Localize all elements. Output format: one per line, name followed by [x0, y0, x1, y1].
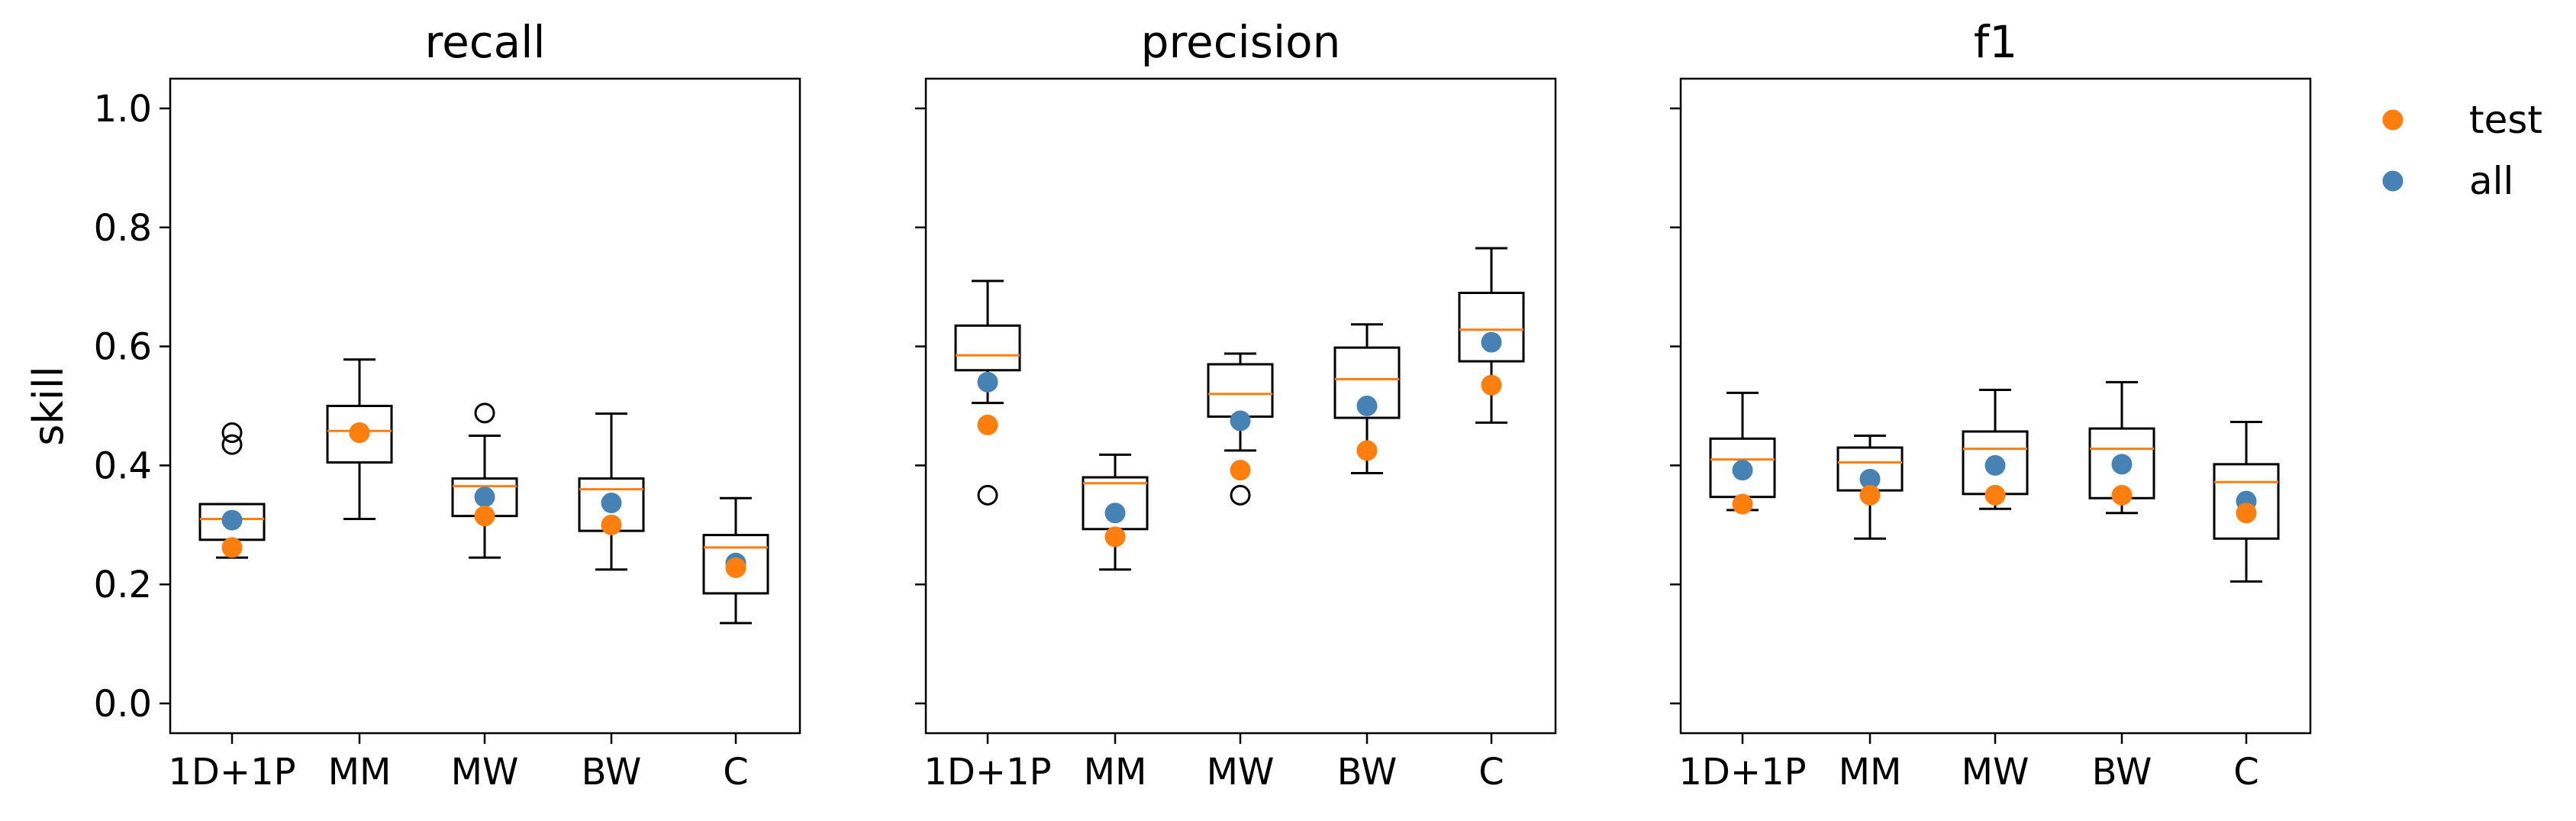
x-tick-label: 1D+1P [1678, 751, 1806, 794]
y-tick-label: 0.0 [94, 683, 152, 726]
series-all-point [1732, 460, 1753, 481]
series-test-point [1984, 484, 2006, 506]
y-axis-label: skill [24, 366, 73, 445]
panel-title: precision [1141, 16, 1341, 68]
outlier-point [221, 422, 243, 444]
panel-title: f1 [1974, 16, 2017, 68]
legend-label-all: all [2469, 159, 2513, 203]
axes-frame [1679, 77, 2312, 735]
outlier-point [977, 484, 998, 506]
box-iqr [1207, 363, 1274, 419]
legend-label-test: test [2469, 98, 2542, 142]
x-tick-label: MM [1084, 751, 1147, 794]
x-tick-label: BW [1337, 751, 1398, 794]
y-tick-label: 1.0 [94, 88, 152, 131]
x-tick-label: MM [328, 751, 392, 794]
series-all-point [601, 492, 622, 513]
x-tick-label: BW [2092, 751, 2152, 794]
series-all-point [1481, 331, 1502, 353]
box-iqr [1333, 346, 1401, 419]
series-test-point [601, 514, 622, 535]
series-test-point [1104, 526, 1126, 548]
series-test-point [1230, 460, 1251, 481]
series-test-point [221, 537, 243, 558]
series-test-point [1859, 484, 1881, 506]
x-tick-label: C [1478, 751, 1504, 794]
y-tick-label: 0.4 [94, 444, 152, 487]
box-iqr [954, 324, 1021, 372]
axes-frame [169, 77, 801, 735]
series-test-point [2111, 484, 2133, 506]
axes-frame [924, 77, 1557, 735]
series-all-point [221, 509, 243, 531]
legend-marker-test [2382, 109, 2404, 131]
series-test-point [1356, 440, 1378, 461]
box-iqr [1458, 291, 1525, 363]
series-test-point [977, 414, 998, 435]
series-test-point [2236, 503, 2257, 524]
outlier-point [474, 402, 495, 424]
series-test-point [725, 557, 746, 578]
x-tick-label: MW [1962, 751, 2030, 794]
y-tick-label: 0.8 [94, 207, 152, 250]
panel-title: recall [425, 16, 546, 68]
x-tick-label: C [2233, 751, 2259, 794]
series-test-point [474, 506, 495, 527]
series-all-point [2111, 454, 2133, 475]
box-iqr [326, 405, 393, 464]
series-all-point [1859, 468, 1881, 490]
y-tick-label: 0.6 [94, 326, 152, 369]
series-all-point [1356, 396, 1378, 416]
series-all-point [1230, 410, 1251, 432]
x-tick-label: 1D+1P [924, 751, 1051, 794]
series-all-point [1104, 503, 1126, 524]
x-tick-label: BW [582, 751, 642, 794]
outlier-point [1230, 484, 1251, 506]
legend-marker-all [2382, 170, 2404, 192]
x-tick-label: MW [451, 751, 519, 794]
series-all-point [1984, 454, 2006, 476]
series-all-point [977, 371, 998, 393]
series-test-point [349, 422, 370, 444]
outlier-point [221, 434, 243, 455]
x-tick-label: C [723, 751, 749, 794]
series-test-point [1732, 493, 1753, 515]
box-iqr [702, 534, 769, 595]
series-test-point [1481, 374, 1502, 396]
series-all-point [474, 486, 495, 508]
x-tick-label: MM [1839, 751, 1902, 794]
x-tick-label: MW [1207, 751, 1275, 794]
y-tick-label: 0.2 [94, 564, 152, 606]
box-iqr [2213, 463, 2280, 540]
x-tick-label: 1D+1P [168, 751, 295, 794]
